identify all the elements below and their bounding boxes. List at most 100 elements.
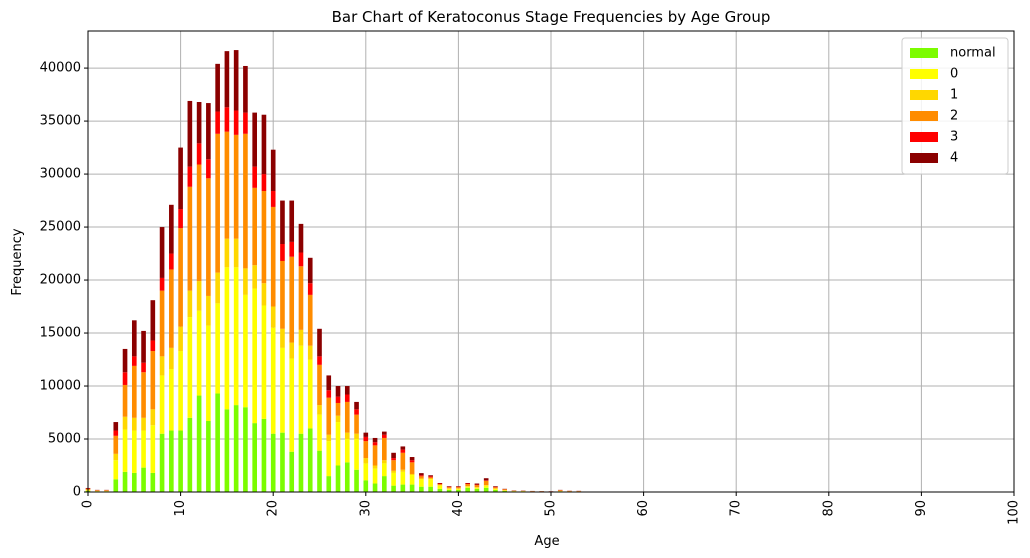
bar-segment-normal bbox=[382, 476, 387, 492]
bar-segment-3 bbox=[131, 356, 137, 366]
bar-segment-2 bbox=[298, 266, 304, 330]
bar-segment-normal bbox=[178, 430, 183, 492]
bar-segment-1 bbox=[270, 306, 276, 328]
bar-segment-2 bbox=[456, 487, 461, 489]
bar-segment-3 bbox=[307, 283, 313, 295]
bar-segment-3 bbox=[317, 356, 322, 365]
bar-segment-3 bbox=[113, 430, 119, 436]
legend-swatch bbox=[910, 111, 938, 121]
bar-segment-0 bbox=[419, 479, 424, 487]
bar-segment-normal bbox=[196, 395, 202, 492]
bar-segment-0 bbox=[493, 488, 498, 490]
legend-label: 2 bbox=[950, 109, 958, 124]
bar-segment-4 bbox=[298, 223, 304, 253]
bar-segment-2 bbox=[169, 269, 174, 348]
bar-segment-normal bbox=[206, 420, 211, 492]
bar-segment-4 bbox=[400, 446, 406, 450]
bar-segment-3 bbox=[261, 174, 267, 192]
bar-segment-0 bbox=[326, 441, 332, 477]
bar-segment-0 bbox=[465, 486, 470, 488]
bar-segment-2 bbox=[344, 401, 350, 433]
bar-segment-1 bbox=[363, 458, 369, 464]
bar-segment-1 bbox=[483, 485, 489, 486]
bar-segment-normal bbox=[409, 484, 415, 492]
bar-segment-3 bbox=[400, 449, 406, 453]
bar-segment-normal bbox=[270, 433, 276, 492]
bar-segment-3 bbox=[206, 159, 211, 179]
bar-segment-2 bbox=[289, 256, 295, 343]
bar-segment-1 bbox=[280, 328, 285, 348]
bar-segment-1 bbox=[289, 342, 295, 359]
bar-segment-2 bbox=[280, 260, 285, 329]
bar-segment-2 bbox=[215, 133, 220, 273]
bar-segment-4 bbox=[437, 482, 443, 484]
bar-segment-4 bbox=[224, 51, 230, 108]
bar-segment-1 bbox=[196, 281, 202, 311]
bar-segment-2 bbox=[409, 462, 415, 474]
bar-segment-4 bbox=[131, 320, 137, 357]
bar-segment-0 bbox=[391, 472, 396, 486]
bar-segment-1 bbox=[419, 478, 424, 480]
bar-segment-3 bbox=[483, 480, 489, 481]
x-axis: 0 10 20 30 40 50 60 70 80 90 100 bbox=[81, 492, 1022, 525]
bar-segment-0 bbox=[409, 475, 415, 485]
bar-segment-0 bbox=[252, 288, 257, 424]
bar-segment-2 bbox=[150, 351, 156, 410]
bar-segment-3 bbox=[252, 166, 257, 188]
bar-segment-0 bbox=[280, 347, 285, 433]
bar-segment-3 bbox=[409, 460, 415, 463]
bar-segment-normal bbox=[372, 483, 378, 492]
bar-segment-3 bbox=[391, 458, 396, 461]
bar-segment-2 bbox=[131, 365, 137, 418]
y-axis: 0 5000 10000 15000 20000 25000 30000 35000 40000 bbox=[40, 61, 88, 500]
bar-segment-2 bbox=[326, 397, 332, 435]
bar-segment-0 bbox=[196, 310, 202, 396]
bar-segment-0 bbox=[233, 267, 239, 406]
bar-segment-3 bbox=[354, 409, 359, 415]
bar-segment-1 bbox=[150, 409, 156, 426]
bar-segment-normal bbox=[446, 489, 452, 492]
bar-segment-3 bbox=[474, 484, 480, 486]
bar-segment-4 bbox=[215, 63, 220, 112]
bar-segment-4 bbox=[428, 475, 433, 477]
bar-segment-4 bbox=[270, 149, 276, 192]
x-axis-title: Age bbox=[534, 534, 559, 549]
bar-segment-normal bbox=[307, 428, 313, 492]
x-tick-label: 0 bbox=[81, 500, 96, 508]
x-tick-label: 100 bbox=[1007, 500, 1022, 525]
bar-segment-normal bbox=[252, 423, 257, 492]
bar-segment-normal bbox=[483, 487, 489, 492]
bar-segment-0 bbox=[243, 294, 248, 408]
bar-segment-2 bbox=[474, 485, 480, 488]
bar-segment-4 bbox=[280, 200, 285, 245]
bar-segment-4 bbox=[252, 112, 257, 167]
bar-segment-0 bbox=[474, 487, 480, 489]
bar-segment-2 bbox=[122, 384, 128, 417]
chart-title: Bar Chart of Keratoconus Stage Frequenci… bbox=[332, 8, 771, 26]
bar-segment-normal bbox=[363, 480, 369, 492]
bar-segment-3 bbox=[372, 442, 378, 446]
y-tick-label: 10000 bbox=[40, 379, 81, 394]
bar-segment-1 bbox=[141, 417, 146, 431]
legend: normal 0 1 2 3 4 bbox=[901, 37, 1009, 175]
bar-segment-4 bbox=[159, 227, 165, 278]
bar-segment-normal bbox=[502, 490, 508, 492]
bar-segment-1 bbox=[446, 488, 452, 489]
bar-segment-normal bbox=[122, 471, 128, 492]
bar-segment-0 bbox=[502, 490, 508, 491]
bar-segment-1 bbox=[224, 238, 230, 268]
bar-segment-1 bbox=[474, 487, 480, 488]
legend-swatch bbox=[910, 48, 938, 58]
bar-segment-0 bbox=[215, 303, 220, 394]
legend-swatch bbox=[910, 132, 938, 142]
bar-segment-normal bbox=[335, 465, 341, 492]
bar-segment-1 bbox=[261, 283, 267, 306]
bar-segment-3 bbox=[289, 241, 295, 257]
bar-segment-2 bbox=[141, 372, 146, 418]
bar-segment-4 bbox=[382, 431, 387, 435]
bar-segment-1 bbox=[252, 265, 257, 289]
bar-segment-normal bbox=[224, 409, 230, 492]
bar-segment-normal bbox=[493, 489, 498, 492]
bar-segment-1 bbox=[428, 478, 433, 480]
bar-segment-0 bbox=[307, 359, 313, 429]
